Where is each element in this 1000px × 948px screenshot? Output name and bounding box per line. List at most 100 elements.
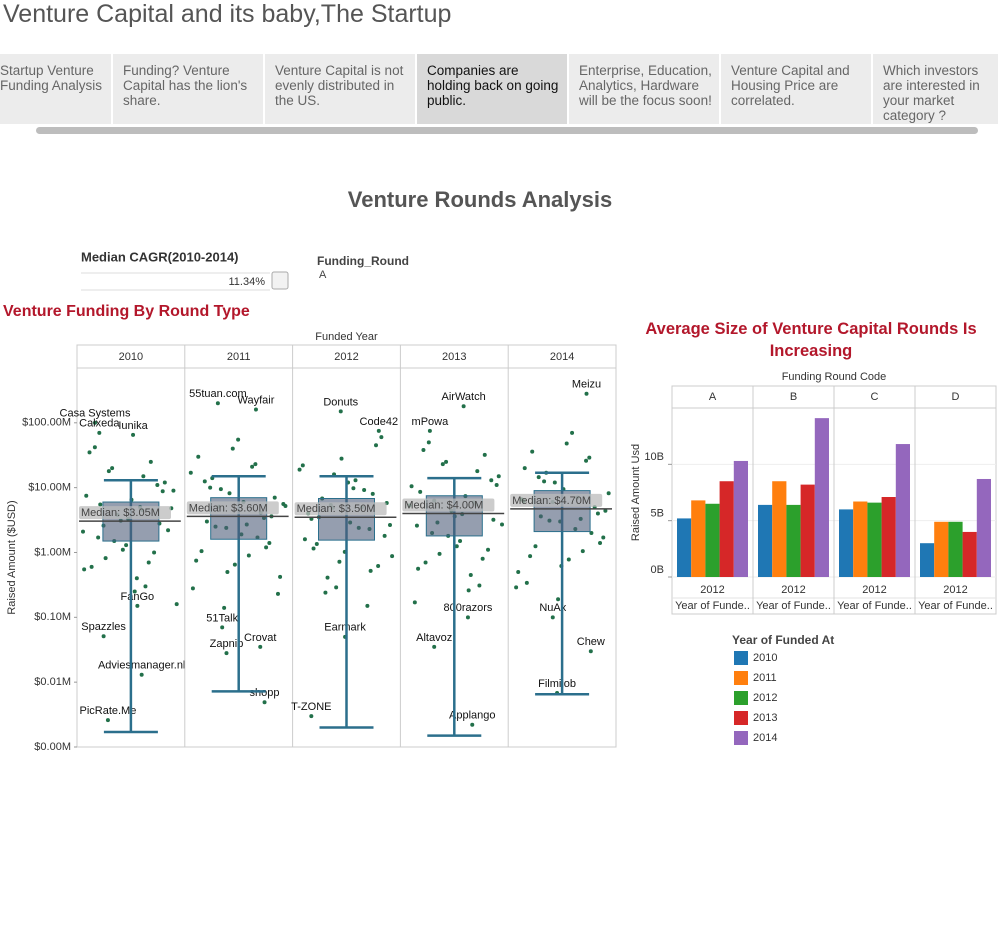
data-point — [106, 469, 111, 474]
data-point — [566, 557, 571, 562]
data-point — [103, 556, 108, 561]
data-point — [528, 554, 533, 559]
median-label: Median: $4.70M — [512, 495, 591, 507]
data-point — [440, 462, 445, 467]
legend-label: 2014 — [753, 732, 777, 744]
bar — [948, 521, 963, 577]
data-point — [162, 480, 167, 485]
bar — [867, 502, 882, 577]
data-point — [351, 486, 356, 491]
column-label: 2010 — [119, 351, 143, 363]
data-point — [362, 487, 367, 492]
column-label: 2011 — [227, 351, 251, 363]
point-label: Calxeda — [79, 418, 120, 430]
bar — [934, 521, 949, 577]
data-point — [323, 590, 328, 595]
data-point — [494, 482, 499, 487]
x-axis-title: Year of Funde.. — [918, 600, 993, 612]
data-point — [174, 602, 179, 607]
bar — [691, 500, 706, 577]
point-label: Chew — [577, 636, 605, 648]
data-point — [468, 572, 473, 577]
data-point — [542, 479, 547, 484]
y-tick-label: 5B — [651, 508, 664, 520]
point-label: NuAx — [539, 602, 566, 614]
tab[interactable]: Venture Capital and Housing Price are co… — [721, 54, 871, 124]
filter-value[interactable]: A — [319, 269, 327, 281]
chart-title: Average Size of Venture Capital Rounds I… — [645, 320, 977, 360]
point-label: Applango — [449, 710, 496, 722]
labeled-point — [101, 634, 106, 639]
data-point — [96, 535, 101, 540]
data-point — [444, 459, 449, 464]
data-point — [218, 487, 223, 492]
legend-label: 2013 — [753, 712, 777, 724]
point-label: Spazzles — [81, 621, 126, 633]
bar — [719, 481, 734, 577]
plot-frame — [76, 344, 617, 748]
data-point — [584, 458, 589, 463]
bar — [839, 509, 854, 577]
legend-swatch — [734, 711, 748, 725]
facet-label: B — [790, 391, 797, 403]
data-point — [311, 546, 316, 551]
legend-title: Year of Funded At — [732, 633, 834, 647]
data-point — [564, 441, 569, 446]
point-label: T-ZONE — [291, 701, 331, 713]
data-point — [264, 545, 269, 550]
tab[interactable]: Companies are holding back on going publ… — [417, 54, 567, 124]
data-point — [477, 583, 482, 588]
y-axis-title: Raised Amount Usd — [630, 444, 642, 541]
bar — [772, 481, 787, 577]
filter-toggle[interactable] — [271, 271, 289, 290]
labeled-point — [215, 401, 220, 406]
data-point — [423, 560, 428, 565]
data-point — [370, 491, 375, 496]
labeled-point — [224, 651, 229, 656]
x-axis-title: Year of Funde.. — [675, 600, 750, 612]
data-point — [587, 455, 592, 460]
labeled-point — [139, 672, 144, 677]
tab[interactable]: Which investors are interested in your m… — [873, 54, 998, 124]
legend-label: 2010 — [753, 652, 777, 664]
data-point — [225, 569, 230, 574]
tab[interactable]: Startup Venture Funding Analysis — [0, 54, 111, 124]
data-point — [368, 568, 373, 573]
tab[interactable]: Enterprise, Education, Analytics, Hardwa… — [569, 54, 719, 124]
data-point — [454, 544, 459, 549]
tab[interactable]: Funding? Venture Capital has the lion's … — [113, 54, 263, 124]
data-point — [81, 529, 85, 534]
data-point — [196, 454, 201, 459]
bar — [814, 418, 829, 577]
data-point — [522, 466, 527, 471]
data-point — [202, 479, 207, 484]
data-point — [230, 446, 235, 451]
data-point — [353, 478, 358, 483]
data-point — [524, 580, 529, 585]
data-point — [536, 475, 541, 480]
data-point — [152, 550, 157, 555]
tab[interactable]: Venture Capital is not evenly distribute… — [265, 54, 415, 124]
data-point — [603, 508, 608, 513]
y-tick-label: $1.00M — [34, 546, 71, 558]
data-point — [496, 474, 501, 479]
data-point — [516, 569, 521, 574]
data-point — [222, 605, 227, 610]
bar — [853, 501, 868, 577]
data-point — [486, 547, 491, 552]
point-label: 800razors — [443, 602, 492, 614]
data-point — [580, 549, 585, 554]
chart-title: Venture Funding By Round Type — [3, 303, 250, 320]
scrollbar[interactable] — [36, 127, 978, 134]
y-tick-label: $0.10M — [34, 611, 71, 623]
y-tick-label: $10.00M — [28, 482, 71, 494]
y-axis-title: Raised Amount ($USD) — [6, 500, 18, 614]
median-label-bg — [186, 501, 279, 515]
filter-label: Median CAGR(2010-2014) — [81, 249, 239, 264]
column-label: 2013 — [442, 351, 466, 363]
data-point — [365, 603, 370, 608]
point-label: Zapnip — [210, 638, 244, 650]
data-point — [155, 482, 160, 487]
column-label: 2012 — [334, 351, 358, 363]
